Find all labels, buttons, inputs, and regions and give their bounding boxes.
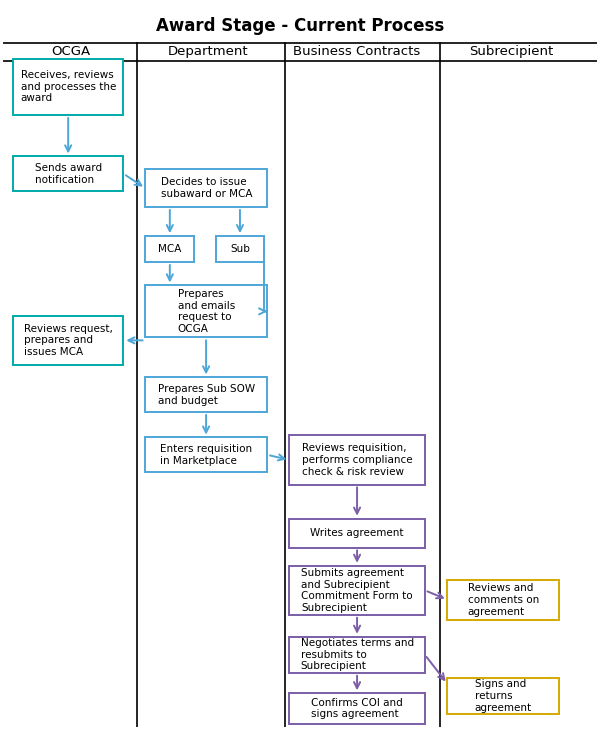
Text: Negotiates terms and
resubmits to
Subrecipient: Negotiates terms and resubmits to Subrec… <box>301 638 413 672</box>
FancyBboxPatch shape <box>13 156 124 191</box>
Text: Decides to issue
subaward or MCA: Decides to issue subaward or MCA <box>161 177 252 199</box>
Text: Confirms COI and
signs agreement: Confirms COI and signs agreement <box>311 698 403 719</box>
Text: Subrecipient: Subrecipient <box>469 45 553 58</box>
FancyBboxPatch shape <box>145 437 268 472</box>
Text: Business Contracts: Business Contracts <box>293 45 420 58</box>
Text: Prepares
and emails
request to
OCGA: Prepares and emails request to OCGA <box>178 289 235 334</box>
Text: Signs and
returns
agreement: Signs and returns agreement <box>475 680 532 712</box>
Text: Prepares Sub SOW
and budget: Prepares Sub SOW and budget <box>158 384 255 405</box>
Text: Sub: Sub <box>230 244 250 254</box>
Text: Enters requisition
in Marketplace: Enters requisition in Marketplace <box>160 444 253 466</box>
FancyBboxPatch shape <box>13 58 124 115</box>
Text: Department: Department <box>167 45 248 58</box>
Text: Submits agreement
and Subrecipient
Commitment Form to
Subrecipient: Submits agreement and Subrecipient Commi… <box>301 568 413 612</box>
Text: Reviews request,
prepares and
issues MCA: Reviews request, prepares and issues MCA <box>24 324 113 357</box>
Text: Reviews requisition,
performs compliance
check & risk review: Reviews requisition, performs compliance… <box>302 443 412 477</box>
FancyBboxPatch shape <box>289 435 425 485</box>
FancyBboxPatch shape <box>289 694 425 723</box>
Text: Award Stage - Current Process: Award Stage - Current Process <box>156 17 444 35</box>
FancyBboxPatch shape <box>145 285 268 337</box>
FancyBboxPatch shape <box>215 236 265 262</box>
Text: MCA: MCA <box>158 244 182 254</box>
Text: Receives, reviews
and processes the
award: Receives, reviews and processes the awar… <box>21 70 116 104</box>
Text: Writes agreement: Writes agreement <box>310 528 404 538</box>
FancyBboxPatch shape <box>289 637 425 673</box>
FancyBboxPatch shape <box>289 566 425 615</box>
Text: OCGA: OCGA <box>52 45 91 58</box>
FancyBboxPatch shape <box>145 377 268 412</box>
Text: Reviews and
comments on
agreement: Reviews and comments on agreement <box>467 583 539 617</box>
FancyBboxPatch shape <box>289 518 425 548</box>
FancyBboxPatch shape <box>145 236 194 262</box>
FancyBboxPatch shape <box>448 678 559 714</box>
FancyBboxPatch shape <box>13 316 124 365</box>
FancyBboxPatch shape <box>448 580 559 620</box>
FancyBboxPatch shape <box>145 169 268 207</box>
Text: Sends award
notification: Sends award notification <box>35 163 102 185</box>
